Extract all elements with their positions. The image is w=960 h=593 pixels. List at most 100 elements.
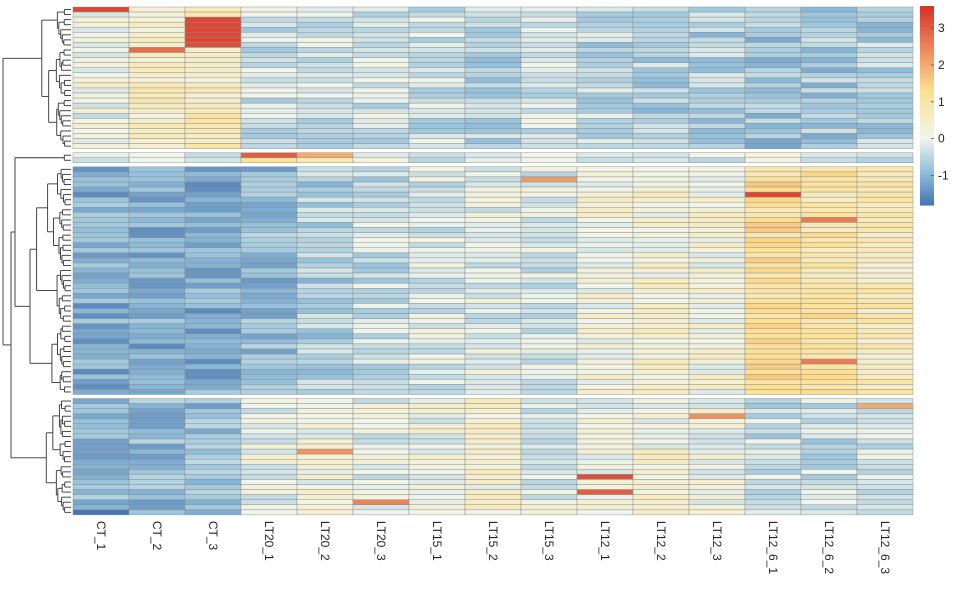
colorbar-tick-label: 3 <box>938 21 945 35</box>
heatmap-cell <box>856 102 914 109</box>
heatmap-cell <box>72 207 130 213</box>
heatmap-cell <box>464 308 522 314</box>
heatmap-cell <box>520 152 578 158</box>
heatmap-cell <box>240 389 298 395</box>
colorbar-segment <box>920 38 934 42</box>
heatmap-cell <box>744 97 802 104</box>
heatmap-cell <box>520 171 578 178</box>
heatmap-cell <box>464 128 522 134</box>
heatmap-cell <box>352 298 410 304</box>
heatmap-cell <box>632 443 690 450</box>
heatmap-cell <box>744 288 802 294</box>
heatmap-cell <box>800 257 858 264</box>
heatmap-cell <box>856 262 914 269</box>
heatmap-cell <box>296 166 354 173</box>
heatmap-cell <box>520 479 578 485</box>
row-dendrogram <box>2 9 71 513</box>
heatmap-cell <box>128 499 186 505</box>
heatmap-cell <box>72 217 130 223</box>
heatmap-cell <box>128 196 186 203</box>
heatmap-cell <box>408 143 466 149</box>
heatmap-cell <box>520 272 578 279</box>
heatmap-cell <box>72 379 130 385</box>
heatmap-cell <box>800 102 858 109</box>
heatmap-cell <box>632 181 690 188</box>
heatmap-cell <box>296 384 354 390</box>
heatmap-cell <box>688 277 746 284</box>
heatmap-cell <box>296 458 354 465</box>
colorbar-segment <box>920 88 934 92</box>
heatmap-cell <box>464 207 522 213</box>
heatmap-cell <box>688 232 746 238</box>
heatmap-cell <box>688 358 746 365</box>
heatmap-cell <box>856 403 914 409</box>
heatmap-cell <box>856 72 914 79</box>
heatmap-cell <box>800 143 858 149</box>
heatmap-cell <box>520 62 578 68</box>
heatmap-cell <box>72 363 130 370</box>
heatmap-cell <box>800 67 858 74</box>
heatmap-cell <box>128 21 186 28</box>
heatmap-cell <box>72 318 130 324</box>
heatmap-cell <box>352 338 410 345</box>
heatmap-cell <box>240 118 298 124</box>
heatmap-cell <box>688 102 746 109</box>
heatmap-cell <box>184 272 242 279</box>
heatmap-cell <box>296 313 354 319</box>
heatmap-cell <box>744 277 802 284</box>
heatmap-cell <box>464 42 522 48</box>
heatmap-cell <box>352 222 410 228</box>
heatmap-cell <box>128 479 186 485</box>
heatmap-cell <box>72 77 130 84</box>
heatmap-cell <box>464 469 522 475</box>
heatmap-cell <box>800 348 858 355</box>
heatmap-cell <box>352 186 410 193</box>
heatmap-cell <box>240 403 298 409</box>
heatmap-cell <box>296 288 354 294</box>
heatmap-cell <box>352 152 410 158</box>
heatmap-cell <box>464 212 522 218</box>
heatmap-cell <box>576 413 634 419</box>
heatmap-cell <box>184 21 242 28</box>
heatmap-cell <box>576 212 634 218</box>
heatmap-cell <box>464 464 522 470</box>
heatmap-cell <box>128 262 186 269</box>
heatmap-cell <box>128 343 186 350</box>
heatmap-cell <box>128 52 186 58</box>
heatmap-cell <box>856 97 914 104</box>
heatmap-cell <box>576 458 634 465</box>
heatmap-cell <box>632 368 690 375</box>
heatmap-cell <box>744 171 802 178</box>
heatmap-cell <box>72 348 130 355</box>
heatmap-cell <box>632 474 690 480</box>
heatmap-cell <box>632 242 690 248</box>
heatmap-cell <box>464 363 522 370</box>
heatmap-cell <box>520 37 578 43</box>
colorbar-segment <box>920 60 934 64</box>
heatmap-cell <box>352 97 410 104</box>
heatmap-cell <box>464 358 522 365</box>
heatmap-cell <box>408 374 466 380</box>
colorbar-segment <box>920 35 934 39</box>
heatmap-cell <box>352 143 410 149</box>
heatmap-cell <box>72 282 130 289</box>
heatmap-cell <box>464 242 522 248</box>
heatmap-cell <box>184 448 242 455</box>
heatmap-cell <box>408 77 466 84</box>
heatmap-cell <box>688 288 746 294</box>
heatmap-cell <box>408 113 466 119</box>
colorbar-segment <box>920 125 934 129</box>
heatmap-cell <box>464 494 522 500</box>
heatmap-cell <box>184 288 242 294</box>
heatmap-cell <box>240 272 298 279</box>
heatmap-cell <box>240 423 298 430</box>
heatmap-cell <box>576 102 634 109</box>
heatmap-cell <box>576 57 634 63</box>
heatmap-cell <box>856 484 914 490</box>
heatmap-cell <box>688 97 746 104</box>
heatmap-cell <box>632 128 690 134</box>
heatmap-cell <box>632 252 690 259</box>
heatmap-cell <box>352 328 410 335</box>
heatmap-cell <box>128 504 186 511</box>
heatmap-cell <box>408 47 466 53</box>
